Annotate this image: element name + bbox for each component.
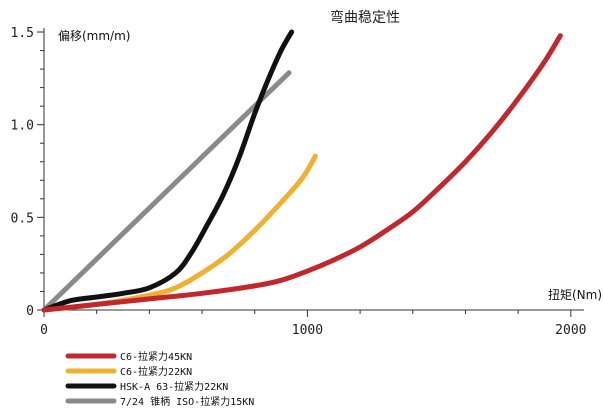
x-axis-title: 扭矩(Nm) — [548, 288, 602, 302]
legend-item: HSK-A 63-拉紧力22KN — [65, 380, 228, 393]
legend-item: C6-拉紧力22KN — [65, 365, 192, 378]
series-line-1 — [41, 33, 563, 313]
x-tick-label: 1000 — [292, 323, 323, 338]
axes-layer — [43, 28, 584, 311]
series-layer — [41, 29, 563, 313]
legend-label: HSK-A 63-拉紧力22KN — [120, 380, 228, 393]
y-tick-label: 0 — [26, 304, 34, 319]
legend-label: 7/24 锥柄 ISO-拉紧力15KN — [120, 395, 254, 408]
legend-label: C6-拉紧力45KN — [120, 350, 192, 363]
y-tick-label: 1.0 — [11, 119, 34, 134]
legend-label: C6-拉紧力22KN — [120, 365, 192, 378]
legend-item: C6-拉紧力45KN — [65, 350, 192, 363]
x-tick-label: 2000 — [555, 323, 586, 338]
series-line-3 — [41, 29, 295, 313]
y-tick-label: 0.5 — [11, 211, 34, 226]
legend-item: 7/24 锥柄 ISO-拉紧力15KN — [65, 395, 254, 408]
x-tick-label: 0 — [40, 323, 48, 338]
series-line-4 — [41, 70, 292, 313]
y-axis-title: 偏移(mm/m) — [58, 28, 130, 43]
ticks-layer: 0 1000 2000 0 0.5 1.0 1.5 — [11, 26, 587, 338]
legend: C6-拉紧力45KN C6-拉紧力22KN HSK-A 63-拉紧力22KN 7/24… — [65, 350, 254, 408]
y-tick-label: 1.5 — [11, 26, 34, 41]
chart-title: 弯曲稳定性 — [330, 9, 400, 26]
